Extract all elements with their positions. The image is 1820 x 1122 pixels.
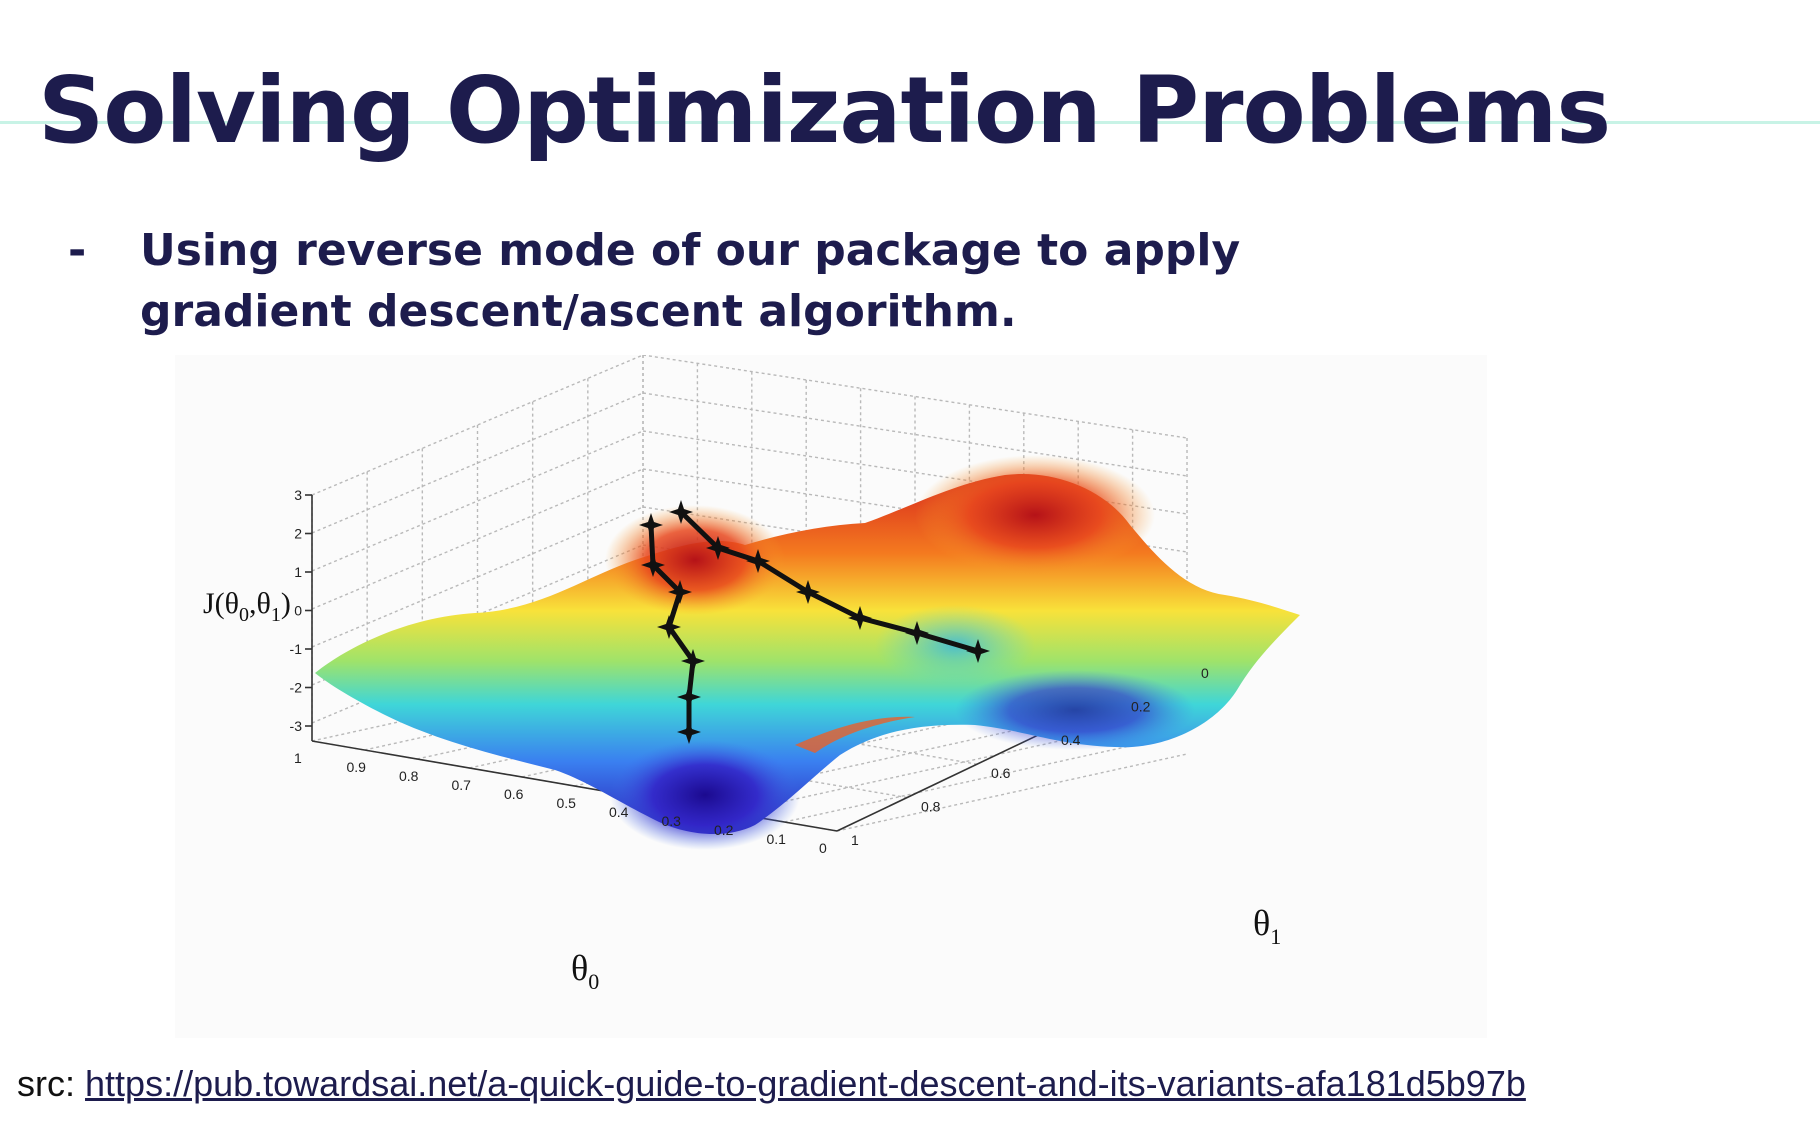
x-tick-label: 0.2 [714,822,734,838]
cost-surface [315,455,1300,850]
path-step-marker [905,621,929,645]
x-tick-label: 0.1 [767,831,787,847]
x-tick-label: 0.9 [347,759,367,775]
x-tick-label: 0 [819,840,827,856]
path-step-marker [639,513,663,537]
path-step-marker [848,606,872,630]
x-tick-label: 0.5 [557,795,577,811]
x-tick-label: 0.6 [504,786,524,802]
gradient-descent-surface-plot: 3 2 1 0 -1 -2 -3 1 0.9 0.8 0.7 0.6 0.5 0.4 0.3 0.2 0.1 0 0… [175,355,1487,1038]
x-tick-label: 0.7 [452,777,472,793]
z-tick-label: -3 [290,718,303,734]
z-tick-label: -2 [290,680,303,696]
bullet-text: Using reverse mode of our package to app… [140,225,1241,337]
slide-title: Solving Optimization Problems [38,57,1611,164]
path-step-marker [669,500,693,524]
x-tick-label: 0.8 [399,768,419,784]
title-accent-rule [0,121,1820,124]
z-axis-label: J(θ0,θ1) [203,587,291,626]
path-step-marker [681,649,705,673]
path-step-marker [966,639,990,663]
y-tick-label: 0 [1201,665,1209,681]
path-step-marker [668,580,692,604]
y-tick-label: 0.2 [1131,698,1151,714]
x-tick-label: 0.3 [662,813,682,829]
z-tick-label: 1 [294,564,302,580]
path-step-marker [657,615,681,639]
y-tick-label: 0.8 [921,799,941,815]
path-step-marker [641,553,665,577]
z-tick-label: 2 [294,526,302,542]
y-tick-label: 0.6 [991,765,1011,781]
z-tick-label: 3 [294,487,302,503]
y-tick-label: 0.4 [1061,732,1081,748]
bullet-point: - Using reverse mode of our package to a… [68,220,1368,342]
path-step-marker [677,720,701,744]
source-prefix: src: [17,1063,75,1104]
x-tick-label: 0.4 [609,804,629,820]
bullet-marker: - [68,225,87,276]
source-link[interactable]: https://pub.towardsai.net/a-quick-guide-… [85,1063,1526,1104]
path-step-marker [746,549,770,573]
source-citation: src: https://pub.towardsai.net/a-quick-g… [17,1059,1526,1109]
path-step-marker [706,536,730,560]
x-tick-label: 1 [294,750,302,766]
z-tick-label: -1 [290,641,303,657]
path-step-marker [796,580,820,604]
z-tick-label: 0 [294,603,302,619]
y-tick-label: 1 [851,832,859,848]
path-step-marker [677,685,701,709]
